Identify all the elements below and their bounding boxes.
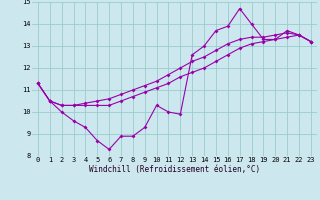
X-axis label: Windchill (Refroidissement éolien,°C): Windchill (Refroidissement éolien,°C) <box>89 165 260 174</box>
